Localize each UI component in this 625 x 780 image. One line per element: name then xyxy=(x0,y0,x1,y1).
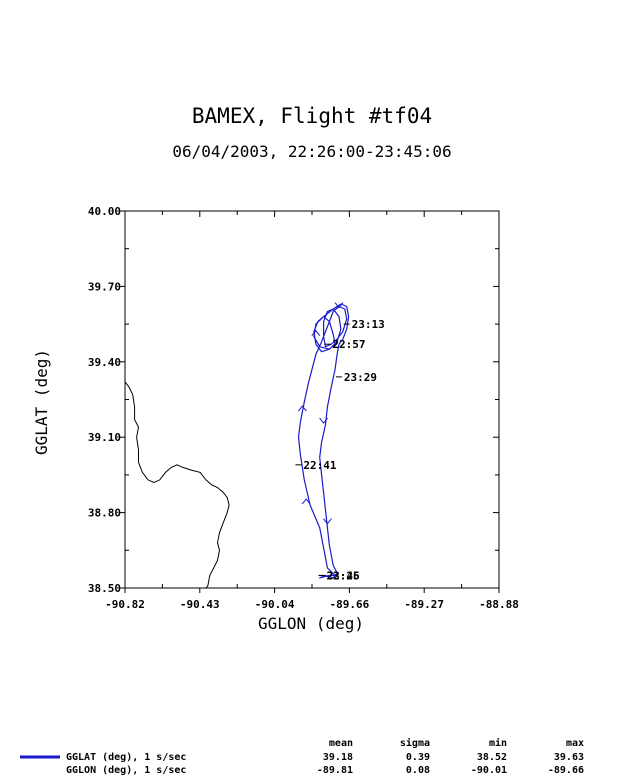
x-tick-label: -89.66 xyxy=(330,598,370,611)
direction-arrow-marker xyxy=(301,498,311,505)
y-tick-label: 38.80 xyxy=(88,507,121,520)
x-tick-label: -90.82 xyxy=(105,598,145,611)
x-tick-label: -88.88 xyxy=(479,598,519,611)
direction-arrow-marker xyxy=(297,405,307,412)
flight-track-series-line xyxy=(297,303,350,579)
y-tick-label: 39.40 xyxy=(88,356,121,369)
legend-row-max: 39.63 xyxy=(554,752,584,763)
state-boundary-line xyxy=(125,381,230,588)
direction-arrow-marker xyxy=(311,329,321,336)
time-label: 23:45 xyxy=(327,569,360,582)
y-axis-label: GGLAT (deg) xyxy=(32,349,51,455)
time-label: 22:41 xyxy=(303,459,336,472)
legend-header-min: min xyxy=(489,737,507,749)
legend-row-label: GGLON (deg), 1 s/sec xyxy=(66,765,186,776)
direction-arrow-marker xyxy=(323,518,332,525)
x-axis-ticks: -90.82 -90.43 -90.04 -89.66 -89.27 -88.88 xyxy=(105,211,519,611)
direction-arrow-layer xyxy=(297,302,344,525)
time-label: 22:57 xyxy=(332,338,365,351)
legend-row-min: 38.52 xyxy=(477,752,507,763)
y-tick-label: 38.50 xyxy=(88,582,121,595)
y-tick-label: 39.10 xyxy=(88,431,121,444)
chart-subtitle: 06/04/2003, 22:26:00-23:45:06 xyxy=(172,142,451,161)
legend-row-mean: -89.81 xyxy=(317,765,353,776)
background-line-layer xyxy=(125,381,230,588)
time-label: 23:29 xyxy=(344,371,377,384)
x-tick-label: -90.43 xyxy=(180,598,220,611)
y-axis-ticks: 38.50 38.80 39.10 39.40 39.70 40.00 xyxy=(88,205,499,595)
y-tick-label: 39.70 xyxy=(88,280,121,293)
legend-row-sigma: 0.39 xyxy=(406,752,430,763)
time-label: 22:26 xyxy=(327,569,360,582)
x-tick-label: -89.27 xyxy=(404,598,444,611)
y-tick-label: 40.00 xyxy=(88,205,121,218)
legend-table: mean sigma min max GGLAT (deg), 1 s/sec … xyxy=(20,737,584,776)
direction-arrow-marker xyxy=(334,302,344,309)
series-layer xyxy=(297,303,350,579)
legend-row-sigma: 0.08 xyxy=(406,765,430,776)
legend-row-min: -90.01 xyxy=(471,765,507,776)
time-label: 23:13 xyxy=(352,318,385,331)
legend-row-label: GGLAT (deg), 1 s/sec xyxy=(66,752,186,763)
plot-frame xyxy=(124,210,500,589)
legend-header-mean: mean xyxy=(329,738,353,749)
chart-title: BAMEX, Flight #tf04 xyxy=(192,104,432,128)
x-tick-label: -90.04 xyxy=(255,598,295,611)
legend-row-mean: 39.18 xyxy=(323,752,353,763)
legend-header-max: max xyxy=(566,738,584,749)
x-axis-label: GGLON (deg) xyxy=(258,614,364,633)
legend-header-sigma: sigma xyxy=(400,737,430,749)
direction-arrow-marker xyxy=(319,417,328,424)
legend-row-max: -89.66 xyxy=(548,765,584,776)
